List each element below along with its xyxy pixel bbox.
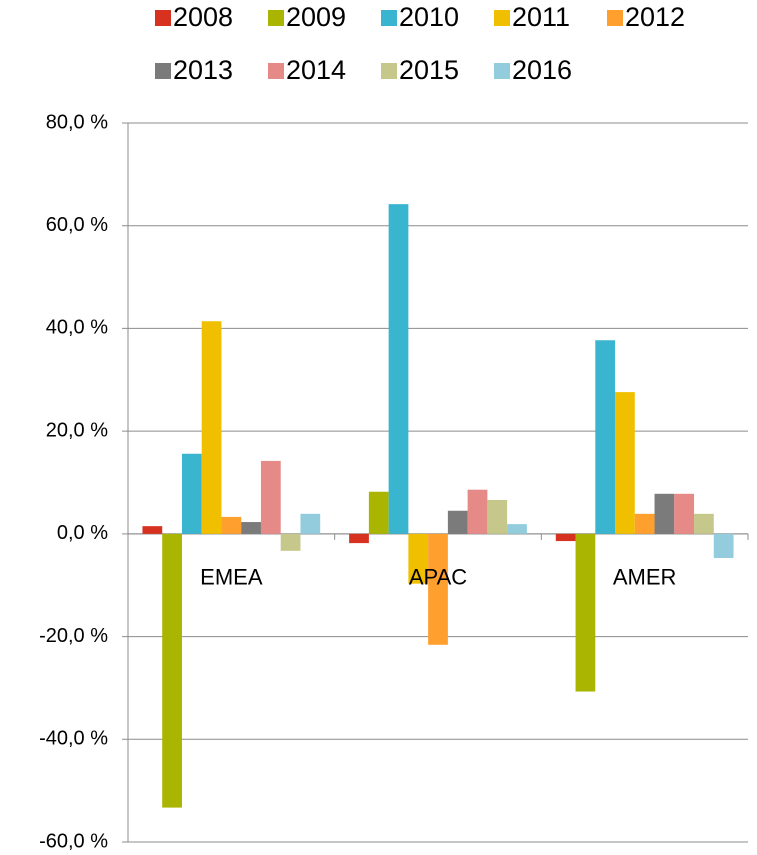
bar <box>713 533 734 558</box>
y-tick-label: 60,0 % <box>46 214 108 236</box>
x-tick-label: AMER <box>613 565 677 590</box>
bar <box>674 493 695 534</box>
y-tick-label: 40,0 % <box>46 317 108 339</box>
bar <box>654 493 675 534</box>
bar <box>615 392 635 534</box>
legend-swatch <box>494 10 510 26</box>
y-tick-label: 0,0 % <box>57 522 108 544</box>
bar <box>388 204 409 534</box>
bar <box>595 340 616 534</box>
bar <box>368 491 389 534</box>
bar <box>201 321 222 534</box>
legend-swatch <box>268 63 284 79</box>
legend-label: 2014 <box>286 55 346 85</box>
bar <box>142 526 163 534</box>
bar <box>408 533 429 584</box>
x-tick-label: EMEA <box>200 565 263 590</box>
legend-swatch <box>268 10 284 26</box>
bar <box>447 510 468 534</box>
legend-label: 2015 <box>399 55 459 85</box>
legend-swatch <box>381 63 397 79</box>
y-tick-label: 80,0 % <box>46 111 108 133</box>
legend-swatch <box>494 63 510 79</box>
bar <box>467 489 488 534</box>
y-tick-label: 20,0 % <box>46 419 108 441</box>
legend-swatch <box>155 10 171 26</box>
bar <box>487 499 508 534</box>
bar <box>280 533 301 551</box>
y-tick-label: -40,0 % <box>39 728 108 750</box>
legend-swatch <box>155 63 171 79</box>
bar <box>221 516 242 534</box>
bar <box>555 533 576 542</box>
y-tick-label: -60,0 % <box>39 830 108 852</box>
legend-label: 2009 <box>286 2 346 32</box>
bar <box>181 453 202 534</box>
bar <box>241 522 261 534</box>
legend-label: 2011 <box>512 2 570 32</box>
legend-label: 2016 <box>512 55 572 85</box>
legend-label: 2013 <box>173 55 233 85</box>
x-tick-label: APAC <box>409 565 467 590</box>
legend-swatch <box>381 10 397 26</box>
legend-label: 2010 <box>399 2 459 32</box>
bar <box>162 533 182 808</box>
legend-label: 2008 <box>173 2 233 32</box>
bar <box>260 460 281 534</box>
legend-swatch <box>607 10 623 26</box>
bar <box>634 513 655 534</box>
bar <box>694 513 714 534</box>
bar <box>349 533 369 544</box>
bar <box>575 533 596 692</box>
bar <box>507 524 527 534</box>
bar <box>428 533 448 645</box>
legend-label: 2012 <box>625 2 685 32</box>
bar <box>300 513 321 534</box>
y-tick-label: -20,0 % <box>39 625 108 647</box>
